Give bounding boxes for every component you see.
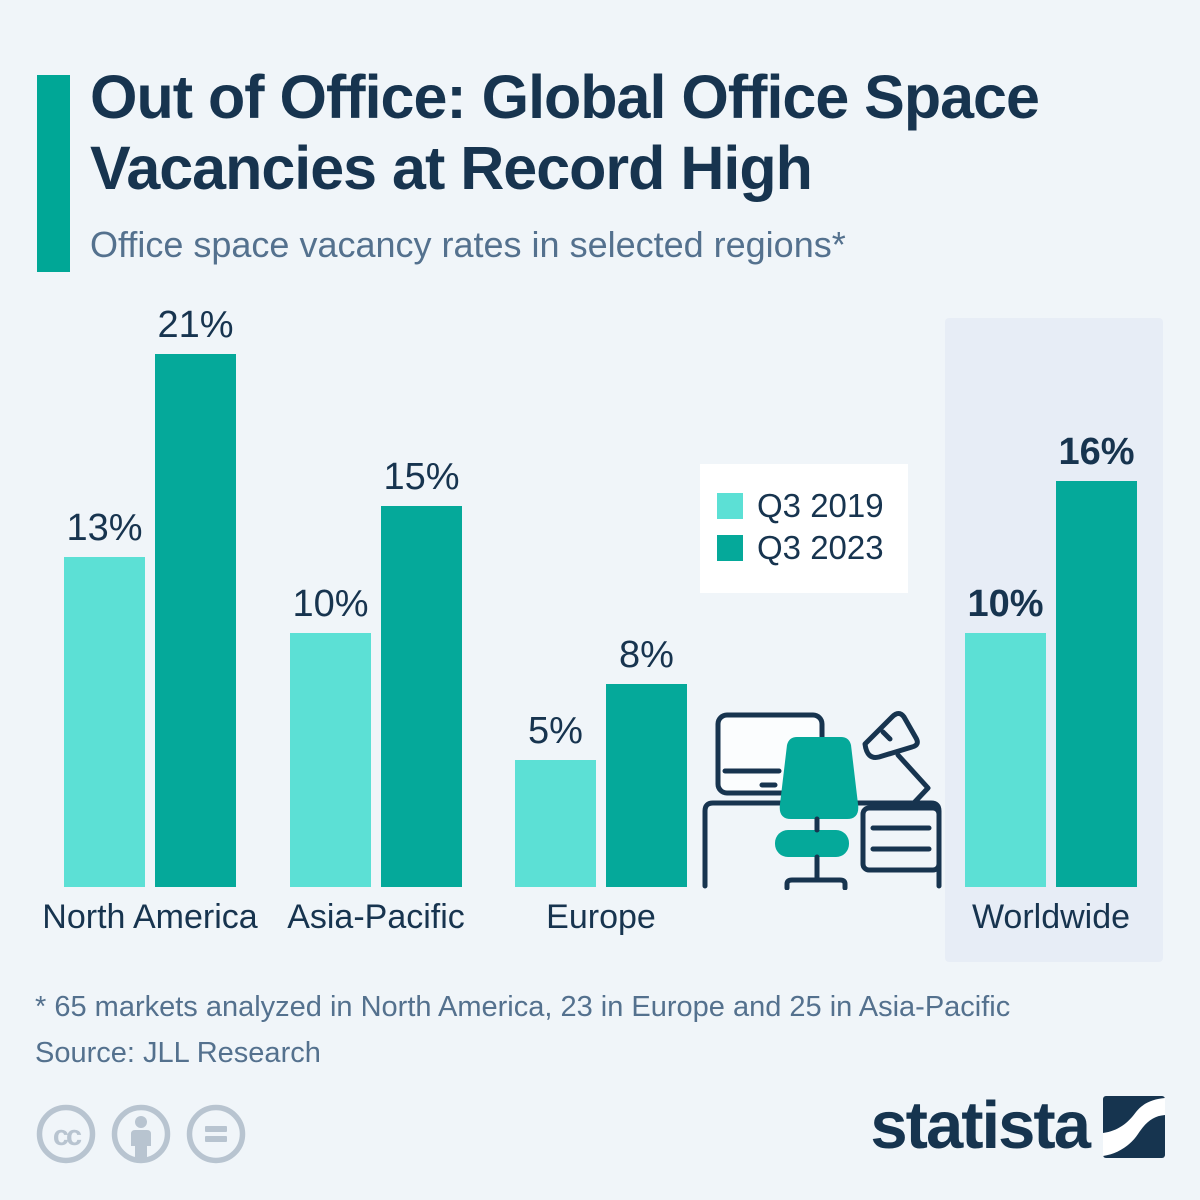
bar-value-label: 13% xyxy=(66,507,143,549)
no-derivatives-icon[interactable] xyxy=(185,1103,247,1165)
bar-q3-2023-north-america xyxy=(155,354,236,887)
bar-q3-2019-europe xyxy=(515,760,596,887)
bar-value-label: 21% xyxy=(157,304,234,346)
category-label-north-america: North America xyxy=(42,898,258,936)
bar-value-label: 5% xyxy=(528,710,583,752)
chair-seat xyxy=(775,830,849,857)
title-accent-bar xyxy=(37,75,70,272)
statista-logotype: statista xyxy=(870,1088,1091,1163)
source-line: Source: JLL Research xyxy=(35,1037,321,1069)
chair-backrest xyxy=(779,737,859,819)
legend-swatch-q3-2023 xyxy=(717,535,743,561)
category-label-asia-pacific: Asia-Pacific xyxy=(287,898,465,936)
legend-swatch-q3-2019 xyxy=(717,493,743,519)
bar-value-label: 15% xyxy=(383,456,460,498)
license-icons: cc xyxy=(35,1103,247,1165)
chart-legend: Q3 2019 Q3 2023 xyxy=(700,464,908,593)
statista-logo[interactable]: statista xyxy=(870,1088,1165,1163)
page-title: Out of Office: Global Office Space Vacan… xyxy=(90,63,1040,202)
bar-q3-2023-asia-pacific xyxy=(381,506,462,887)
drawer-unit-icon xyxy=(860,805,942,873)
bar-q3-2023-worldwide xyxy=(1056,481,1137,887)
lamp-icon xyxy=(862,711,920,760)
legend-item-q3-2023: Q3 2023 xyxy=(717,527,908,569)
bar-value-label: 8% xyxy=(619,634,674,676)
bar-value-label: 10% xyxy=(292,583,369,625)
statista-logo-mark-icon xyxy=(1103,1096,1165,1158)
attribution-icon[interactable] xyxy=(110,1103,172,1165)
bar-q3-2023-europe xyxy=(606,684,687,887)
legend-item-q3-2019: Q3 2019 xyxy=(717,485,908,527)
lamp-arm xyxy=(895,752,931,809)
bar-q3-2019-north-america xyxy=(64,557,145,887)
footnote: * 65 markets analyzed in North America, … xyxy=(35,984,1165,1076)
page-subtitle: Office space vacancy rates in selected r… xyxy=(90,224,846,265)
office-desk-illustration xyxy=(702,711,942,890)
cc-icon[interactable]: cc xyxy=(35,1103,97,1165)
category-label-europe: Europe xyxy=(546,898,656,936)
footnote-line: * 65 markets analyzed in North America, … xyxy=(35,991,1011,1023)
bar-value-label: 10% xyxy=(967,583,1044,625)
bar-value-label: 16% xyxy=(1058,431,1135,473)
category-label-worldwide: Worldwide xyxy=(971,898,1131,936)
bar-q3-2019-asia-pacific xyxy=(290,633,371,887)
bar-q3-2019-worldwide xyxy=(965,633,1046,887)
legend-label: Q3 2019 xyxy=(757,487,884,524)
chair-base xyxy=(784,877,848,890)
legend-label: Q3 2023 xyxy=(757,529,884,566)
svg-text:cc: cc xyxy=(53,1120,82,1152)
